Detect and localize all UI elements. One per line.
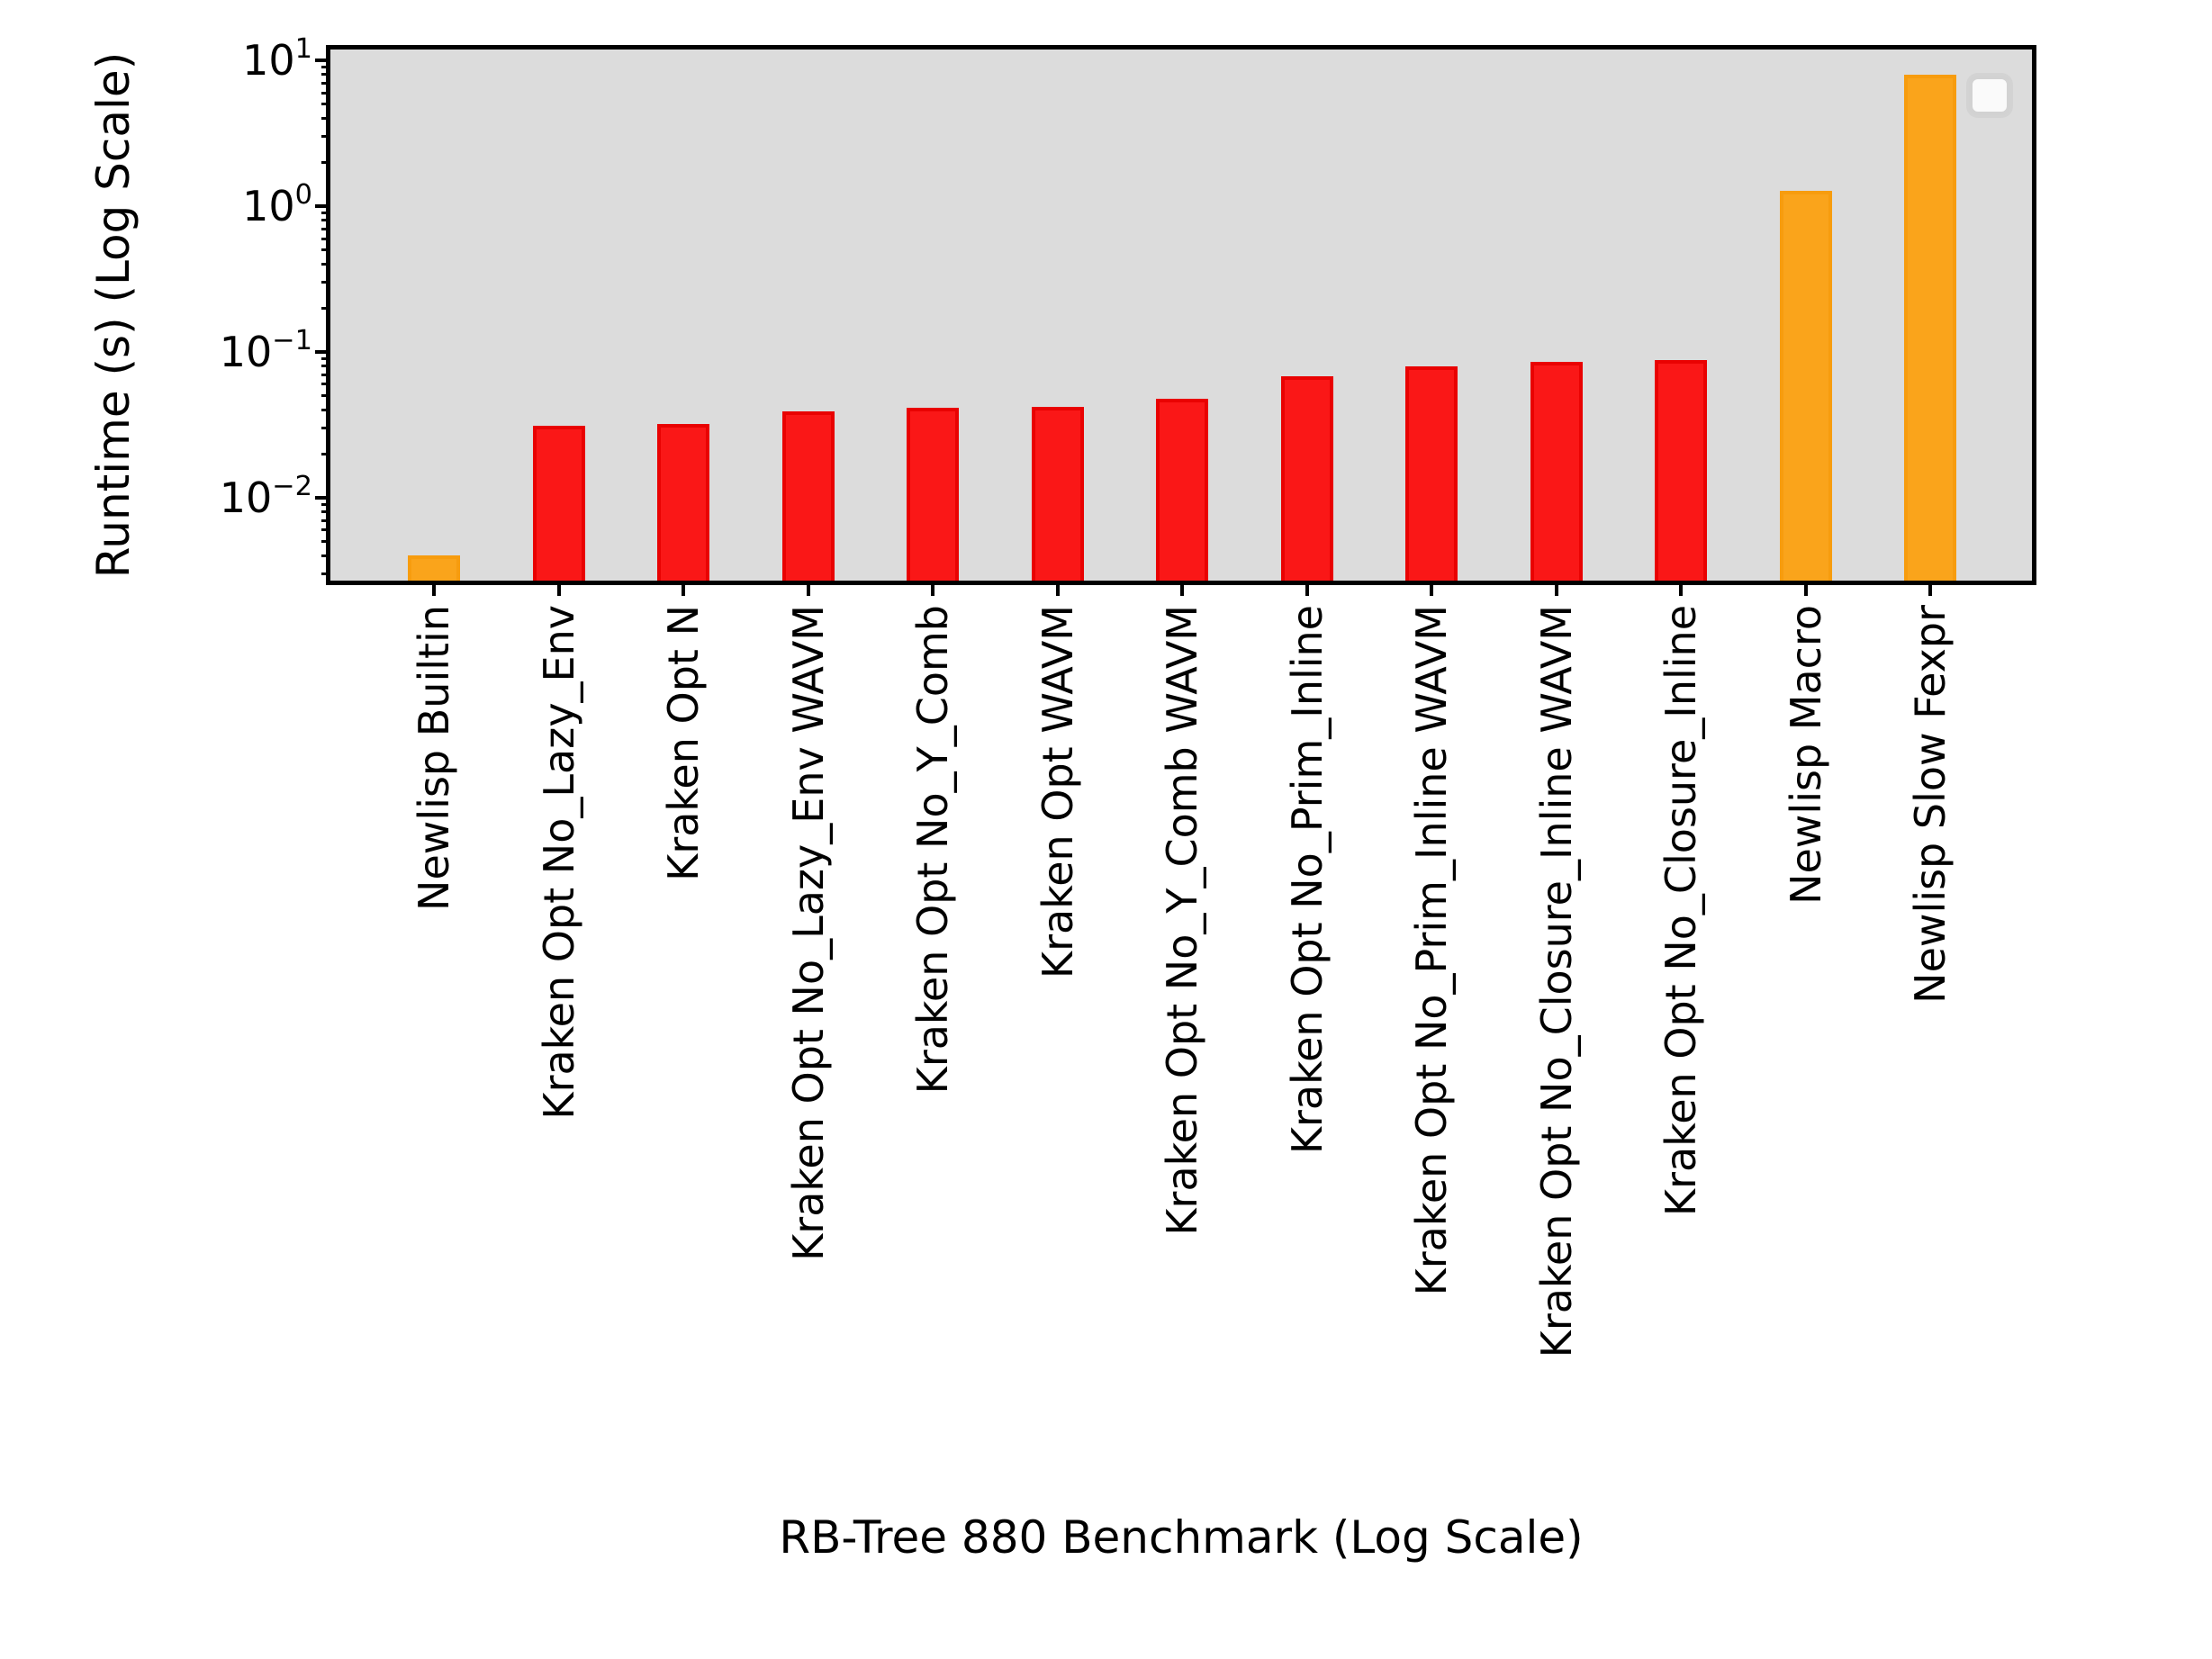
bar: [1779, 191, 1832, 581]
x-tick-mark: [1180, 581, 1184, 596]
x-tick-mark: [432, 581, 436, 596]
x-tick-label: Kraken Opt N: [659, 605, 708, 881]
y-major-tick-mark: [315, 350, 330, 355]
x-tick-label: Newlisp Builtin: [410, 605, 458, 911]
x-tick-mark: [1928, 581, 1932, 596]
y-minor-tick-mark: [321, 237, 330, 240]
x-axis-title: RB-Tree 880 Benchmark (Log Scale): [779, 1511, 1584, 1564]
x-tick-label: Kraken Opt WAVM: [1033, 605, 1082, 979]
bar: [1280, 376, 1333, 581]
y-major-tick-mark: [315, 204, 330, 209]
y-minor-tick-mark: [321, 306, 330, 310]
x-tick-label: Newlisp Macro: [1781, 605, 1830, 905]
x-tick-mark: [556, 581, 561, 596]
y-major-tick-mark: [315, 495, 330, 500]
x-tick-mark: [1055, 581, 1060, 596]
bar: [1405, 365, 1458, 581]
y-minor-tick-mark: [321, 408, 330, 411]
y-minor-tick-mark: [321, 117, 330, 121]
x-tick-mark: [1430, 581, 1433, 596]
y-major-tick-mark: [315, 59, 330, 63]
y-minor-tick-mark: [321, 212, 330, 215]
y-minor-tick-mark: [321, 91, 330, 95]
x-tick-label: Kraken Opt No_Prim_Inline: [1282, 605, 1332, 1155]
y-minor-tick-mark: [321, 528, 330, 532]
bar: [657, 424, 709, 581]
y-tick-label: 10−1: [219, 324, 312, 377]
y-minor-tick-mark: [321, 452, 330, 455]
bar: [907, 407, 959, 581]
x-tick-label: Kraken Opt No_Lazy_Env WAVM: [783, 605, 833, 1261]
y-minor-tick-mark: [321, 356, 330, 360]
x-tick-label: Kraken Opt No_Closure_Inline WAVM: [1531, 605, 1581, 1358]
x-tick-mark: [1305, 581, 1309, 596]
y-minor-tick-mark: [321, 135, 330, 139]
y-minor-tick-mark: [321, 373, 330, 376]
x-tick-mark: [806, 581, 810, 596]
legend-box: [1969, 76, 2010, 115]
x-tick-label: Newlisp Slow Fexpr: [1906, 605, 1955, 1004]
y-minor-tick-mark: [321, 248, 330, 252]
y-minor-tick-mark: [321, 281, 330, 284]
bar: [1156, 398, 1208, 581]
y-minor-tick-mark: [321, 554, 330, 557]
y-minor-tick-mark: [321, 227, 330, 230]
y-minor-tick-mark: [321, 510, 330, 514]
x-tick-label: Kraken Opt No_Y_Comb: [908, 605, 957, 1095]
y-minor-tick-mark: [321, 383, 330, 386]
y-minor-tick-mark: [321, 502, 330, 506]
x-tick-label: Kraken Opt No_Prim_Inline WAVM: [1407, 605, 1456, 1296]
y-minor-tick-mark: [321, 103, 330, 106]
y-minor-tick-mark: [321, 540, 330, 544]
x-tick-mark: [1803, 581, 1808, 596]
x-tick-label: Kraken Opt No_Y_Comb WAVM: [1158, 605, 1206, 1236]
y-minor-tick-mark: [321, 66, 330, 69]
y-minor-tick-mark: [321, 427, 330, 430]
bar: [1904, 74, 1956, 581]
y-minor-tick-mark: [321, 81, 330, 85]
x-tick-mark: [1554, 581, 1558, 596]
y-minor-tick-mark: [321, 573, 330, 576]
y-axis-title: Runtime (s) (Log Scale): [87, 51, 140, 579]
bar: [1530, 361, 1583, 581]
y-minor-tick-mark: [321, 394, 330, 398]
y-minor-tick-mark: [321, 160, 330, 164]
bar: [1031, 407, 1084, 581]
y-tick-label: 10−2: [219, 470, 312, 522]
bar: [532, 426, 585, 581]
x-tick-mark: [682, 581, 685, 596]
bar: [408, 555, 460, 581]
bar: [781, 411, 835, 581]
y-minor-tick-mark: [321, 219, 330, 222]
y-minor-tick-mark: [321, 365, 330, 368]
x-tick-label: Kraken Opt No_Lazy_Env: [534, 605, 583, 1120]
y-tick-label: 101: [242, 32, 312, 86]
bar: [1655, 360, 1707, 581]
y-minor-tick-mark: [321, 263, 330, 266]
x-tick-mark: [931, 581, 934, 596]
x-tick-label: Kraken Opt No_Closure_Inline: [1657, 605, 1705, 1217]
y-tick-label: 100: [242, 178, 312, 231]
y-minor-tick-mark: [321, 518, 330, 522]
x-tick-mark: [1679, 581, 1683, 596]
y-minor-tick-mark: [321, 73, 330, 77]
